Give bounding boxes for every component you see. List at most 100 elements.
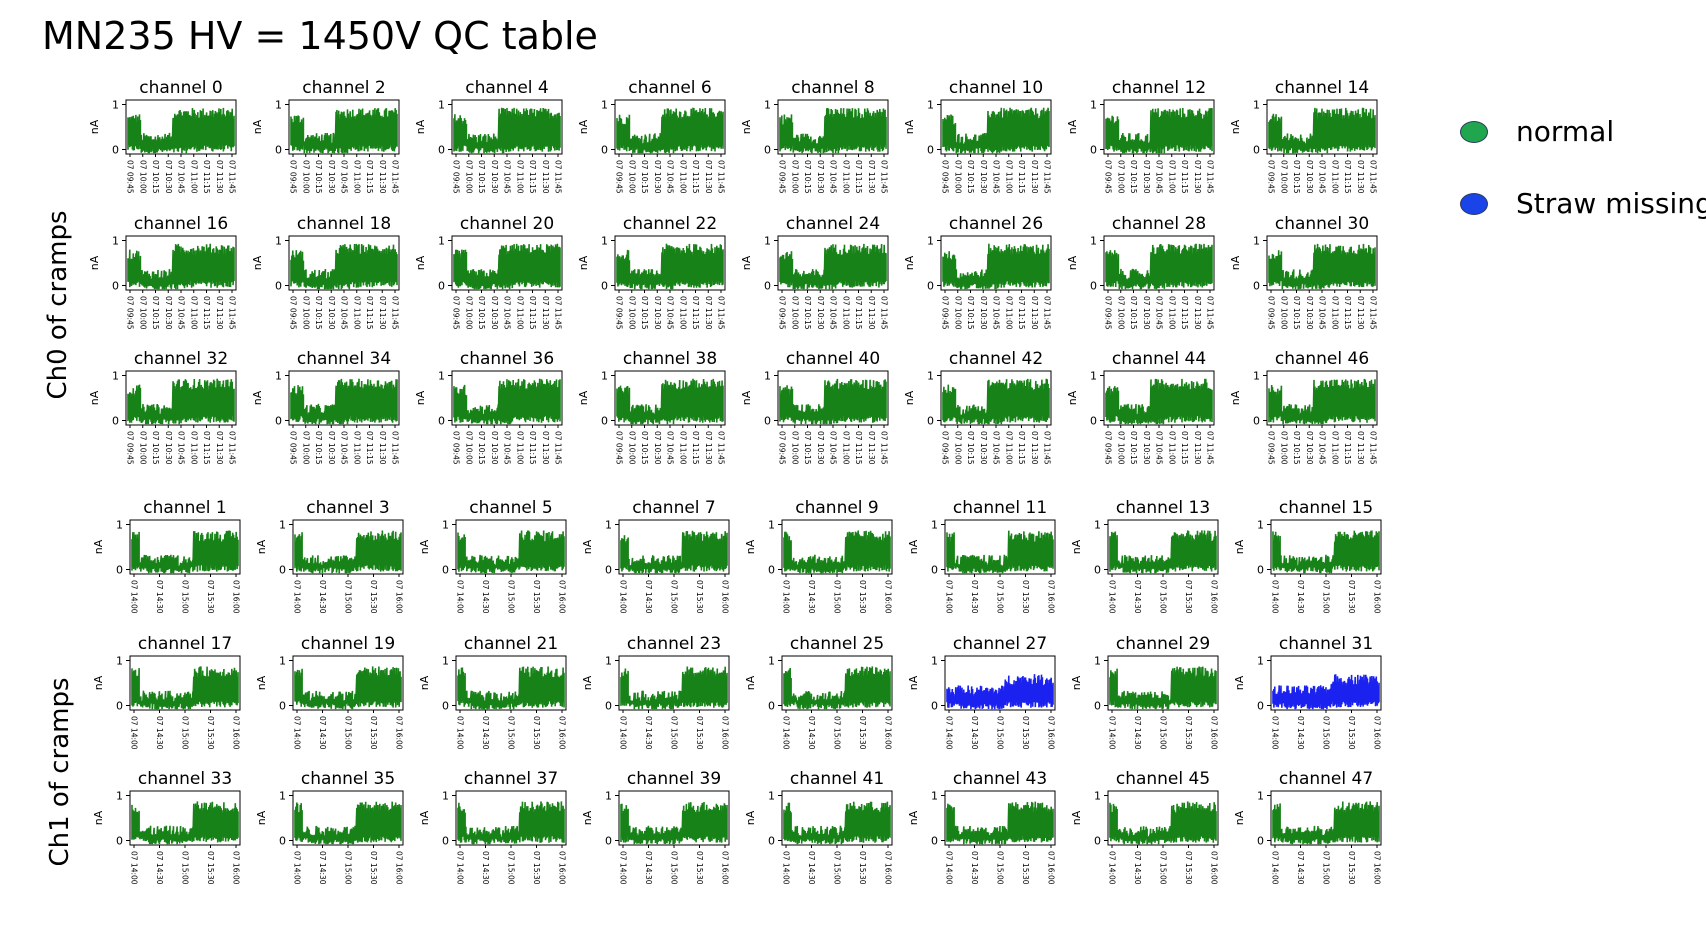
panel-title: channel 6 (628, 78, 712, 98)
x-tick-label: 07 10:30 (327, 431, 336, 465)
y-tick-label: 1 (112, 235, 119, 248)
panel-title: channel 30 (1275, 214, 1369, 234)
x-tick-label: 07 09:45 (1267, 296, 1276, 330)
y-tick-label: 0 (1090, 144, 1097, 157)
panel-channel-18: channel 18 1 0 nA 07 09:45 07 10:00 07 10:15 07… (251, 214, 400, 330)
panel-title: channel 32 (134, 349, 228, 369)
panel-title: channel 36 (460, 349, 554, 369)
x-tick-label: 07 09:45 (452, 296, 461, 330)
y-tick-label: 0 (112, 415, 119, 428)
y-tick-label: 0 (1257, 835, 1264, 848)
x-tick-label: 07 10:30 (1142, 431, 1151, 465)
y-tick-label: 1 (1257, 655, 1264, 668)
x-tick-label: 07 11:00 (515, 431, 524, 465)
y-tick-label: 0 (279, 564, 286, 577)
x-tick-label: 07 11:30 (704, 296, 713, 330)
x-tick-label: 07 14:30 (644, 716, 653, 750)
y-tick-label: 0 (442, 835, 449, 848)
x-tick-label: 07 14:30 (155, 716, 164, 750)
x-tick-label: 07 10:45 (177, 160, 186, 194)
x-tick-label: 07 10:30 (979, 160, 988, 194)
x-tick-label: 07 11:15 (365, 160, 374, 194)
y-axis-label: nA (1233, 810, 1246, 825)
x-tick-label: 07 11:45 (391, 431, 400, 465)
x-tick-label: 07 10:00 (138, 160, 147, 194)
y-axis-label: nA (744, 810, 757, 825)
series-line (783, 801, 891, 845)
y-tick-label: 1 (605, 519, 612, 532)
x-tick-label: 07 14:00 (945, 851, 954, 885)
x-tick-label: 07 11:15 (365, 296, 374, 330)
x-tick-label: 07 16:00 (721, 580, 730, 614)
x-tick-label: 07 10:15 (1292, 160, 1301, 194)
y-tick-label: 1 (931, 790, 938, 803)
x-tick-label: 07 11:45 (717, 160, 726, 194)
series-line (616, 378, 724, 425)
y-tick-label: 0 (112, 280, 119, 293)
x-tick-label: 07 10:30 (1142, 160, 1151, 194)
y-tick-label: 0 (768, 700, 775, 713)
x-tick-label: 07 11:15 (1343, 160, 1352, 194)
x-tick-label: 07 14:30 (1133, 580, 1142, 614)
x-tick-label: 07 14:30 (155, 851, 164, 885)
x-tick-label: 07 15:00 (996, 580, 1005, 614)
x-tick-label: 07 10:30 (979, 296, 988, 330)
x-tick-label: 07 10:15 (640, 431, 649, 465)
y-tick-label: 1 (764, 235, 771, 248)
x-tick-label: 07 11:15 (691, 160, 700, 194)
x-tick-label: 07 16:00 (1210, 851, 1219, 885)
series-line (290, 378, 398, 425)
x-tick-label: 07 15:30 (1184, 716, 1193, 750)
x-tick-label: 07 14:30 (481, 851, 490, 885)
x-tick-label: 07 15:30 (369, 580, 378, 614)
y-tick-label: 1 (116, 519, 123, 532)
x-tick-label: 07 11:45 (880, 431, 889, 465)
panel-channel-31: channel 31 1 0 nA 07 14:00 07 14:30 07 15:00 07… (1233, 634, 1382, 750)
y-axis-label: nA (255, 539, 268, 554)
panel-channel-20: channel 20 1 0 nA 07 09:45 07 10:00 07 10:15 07… (414, 214, 563, 330)
y-axis-label: nA (418, 539, 431, 554)
panel-title: channel 47 (1279, 769, 1373, 789)
x-tick-label: 07 10:00 (138, 431, 147, 465)
x-tick-label: 07 09:45 (1104, 160, 1113, 194)
y-axis-label: nA (1233, 675, 1246, 690)
y-axis-label: nA (1229, 119, 1242, 134)
series-line (946, 674, 1054, 710)
x-tick-label: 07 15:30 (1021, 851, 1030, 885)
y-tick-label: 1 (1094, 519, 1101, 532)
x-tick-label: 07 11:15 (528, 431, 537, 465)
x-tick-label: 07 10:30 (1305, 160, 1314, 194)
y-axis-label: nA (251, 119, 264, 134)
x-tick-label: 07 11:00 (515, 296, 524, 330)
x-tick-label: 07 16:00 (1210, 716, 1219, 750)
x-tick-label: 07 10:00 (790, 160, 799, 194)
x-tick-label: 07 11:00 (841, 431, 850, 465)
panel-title: channel 35 (301, 769, 395, 789)
panel-channel-35: channel 35 1 0 nA 07 14:00 07 14:30 07 15:00 07… (255, 769, 404, 885)
x-tick-label: 07 16:00 (558, 851, 567, 885)
y-axis-label: nA (1070, 675, 1083, 690)
x-tick-label: 07 10:15 (151, 160, 160, 194)
x-tick-label: 07 10:30 (653, 431, 662, 465)
x-tick-label: 07 10:45 (992, 160, 1001, 194)
panel-channel-36: channel 36 1 0 nA 07 09:45 07 10:00 07 10:15 07… (414, 349, 563, 465)
series-line (1272, 674, 1380, 710)
panel-channel-16: channel 16 1 0 nA 07 09:45 07 10:00 07 10:15 07… (88, 214, 237, 330)
x-tick-label: 07 14:30 (1133, 851, 1142, 885)
y-tick-label: 1 (279, 655, 286, 668)
panel-title: channel 19 (301, 634, 395, 654)
y-tick-label: 1 (927, 235, 934, 248)
y-axis-label: nA (1070, 539, 1083, 554)
x-tick-label: 07 15:00 (1322, 580, 1331, 614)
x-tick-label: 07 10:30 (327, 160, 336, 194)
panel-channel-33: channel 33 1 0 nA 07 14:00 07 14:30 07 15:00 07… (92, 769, 241, 885)
x-tick-label: 07 16:00 (1047, 716, 1056, 750)
x-tick-label: 07 11:15 (1017, 296, 1026, 330)
y-axis-label: nA (418, 810, 431, 825)
panel-channel-6: channel 6 1 0 nA 07 09:45 07 10:00 07 10:15 07 … (577, 78, 726, 194)
y-tick-label: 1 (931, 655, 938, 668)
series-line (1105, 243, 1213, 290)
x-tick-label: 07 11:30 (1193, 431, 1202, 465)
y-axis-label: nA (740, 255, 753, 270)
series-line (616, 243, 724, 290)
